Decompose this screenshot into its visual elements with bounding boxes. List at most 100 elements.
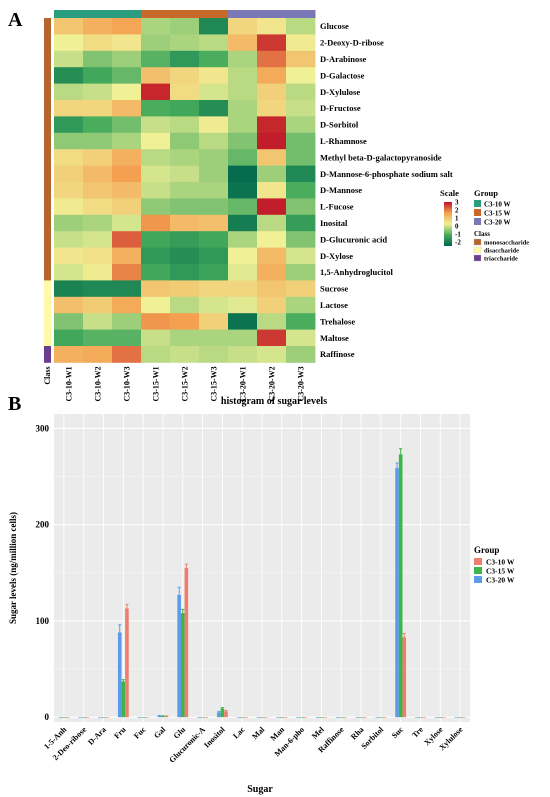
heatmap-cell [141,116,171,134]
bar [85,716,90,718]
class-bar-cell [44,132,51,150]
bar [180,613,185,718]
heatmap-row-label: Methyl beta-D-galactopyranoside [320,152,442,162]
scale-tick-label: 2 [455,207,459,215]
class-bar-cell [44,313,51,330]
heatmap-cell [228,100,258,117]
class-legend-title: Class [474,230,490,238]
heatmap-cell [170,329,200,347]
bar [442,716,446,718]
bar [256,716,261,718]
heatmap-cell [83,34,113,52]
heatmap-cell [83,280,113,298]
bar [415,716,419,718]
heatmap-cell [199,214,229,232]
heatmap-cell [83,296,113,314]
heatmap-cell [286,100,316,117]
heatmap-cell [112,182,142,199]
heatmap-cell [199,264,229,281]
heatmap-row-label: 2-Deoxy-D-ribose [320,38,384,48]
heatmap-cell [170,346,200,363]
heatmap-cell [170,18,200,35]
heatmap-cell [286,346,316,363]
heatmap-col-label: C3-15-W2 [181,366,190,401]
heatmap-cell [228,346,258,363]
heatmap-cell [286,264,316,281]
bar [375,716,380,718]
heatmap-cell [141,264,171,281]
scale-legend-title: Scale [440,188,459,198]
heatmap-row-label: Sucrose [320,284,348,294]
heatmap-cell [83,329,113,347]
class-bar-cell [44,83,51,101]
bar-legend-swatch [474,558,482,565]
bar-legend-label: C3-15 W [486,567,515,576]
heatmap-cell [199,329,229,347]
heatmap-cell [228,214,258,232]
heatmap-cell [170,149,200,166]
class-legend-label: triaccharide [484,256,518,263]
heatmap-cell [199,296,229,314]
y-tick-label: 100 [36,616,50,626]
heatmap-row-label: Lactose [320,300,348,310]
heatmap-cell [54,34,84,52]
heatmap-cell [286,34,316,52]
class-bar-cell [44,247,51,265]
bar [117,632,122,718]
heatmap-cell [257,313,287,330]
bar-legend-label: C3-20 W [486,576,515,585]
heatmap-row-label: L-Rhamnose [320,136,367,146]
heatmap-cell [199,346,229,363]
scale-tick-label: -1 [455,231,461,239]
heatmap-cell [228,231,258,248]
bar [236,716,241,718]
heatmap-cell [228,83,258,101]
bar [434,716,439,718]
heatmap-cell [170,198,200,216]
bar [276,716,281,718]
heatmap-cell [286,182,316,199]
heatmap-cell [141,280,171,298]
bar [296,716,300,718]
class-legend-swatch [473,238,482,246]
scale-tick-label: 0 [455,223,459,231]
heatmap-cell [112,67,142,84]
class-bar-cell [44,100,51,117]
group-bar-cell [141,10,171,18]
heatmap-cell [83,231,113,248]
heatmap-cell [141,198,171,216]
heatmap-cell [112,231,142,248]
heatmap-cell [199,18,229,35]
group-legend-label: C3-20 W [484,219,511,227]
bar-legend-title: Group [474,545,499,555]
class-bar-cell [44,198,51,216]
heatmap-cell [112,329,142,347]
bar [144,716,149,718]
bar [137,716,142,718]
bar [224,711,228,718]
heatmap-row-label: Maltose [320,333,349,343]
class-bar-cell [44,214,51,232]
heatmap-cell [257,264,287,281]
heatmap-col-label: C3-20-W1 [239,366,248,401]
group-bar-cell [228,10,258,18]
heatmap-cell [54,50,84,68]
group-bar-cell [170,10,200,18]
heatmap-cell [228,165,258,183]
heatmap-cell [286,280,316,298]
class-legend-label: disaccharide [484,248,519,255]
heatmap-cell [83,83,113,101]
bar [157,715,162,718]
bar [260,716,264,718]
group-legend-swatch [474,200,481,207]
heatmap-cell [170,296,200,314]
heatmap-cell [54,329,84,347]
bar [335,716,340,718]
heatmap-cell [83,198,113,216]
bar [461,716,466,718]
heatmap-col-label: C3-15-W1 [152,366,161,401]
bar [402,637,407,718]
bar [216,712,221,718]
bar [422,716,426,718]
bar [105,716,109,718]
